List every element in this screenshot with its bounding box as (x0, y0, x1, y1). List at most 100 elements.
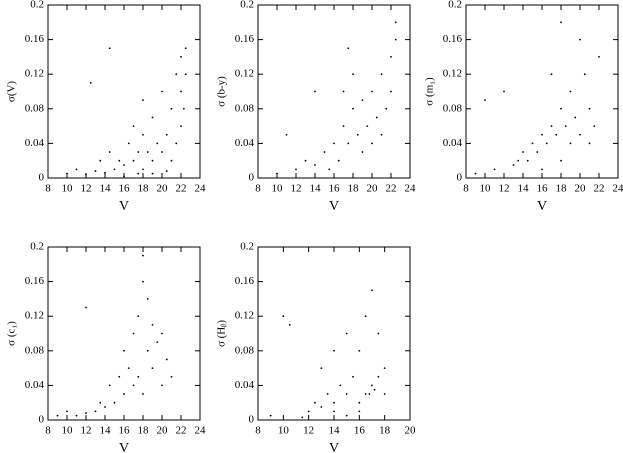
point (161, 384, 163, 387)
point (361, 99, 364, 102)
point (288, 323, 291, 326)
y-tick-label: 0.2 (448, 0, 462, 11)
point (184, 73, 187, 76)
point (142, 280, 144, 283)
point (352, 107, 354, 110)
point (512, 164, 515, 166)
y-tick-label: 0.04 (443, 137, 463, 149)
point (85, 173, 87, 176)
point (123, 349, 125, 352)
point (390, 90, 392, 93)
point (170, 107, 173, 110)
point (314, 90, 316, 93)
point (146, 151, 149, 153)
x-axis-label: V (537, 199, 547, 214)
point (583, 73, 586, 76)
x-tick-label: 8 (45, 425, 51, 437)
point (358, 410, 361, 413)
y-tick-label: 0.04 (235, 137, 255, 149)
point (108, 47, 111, 50)
y-axis-label: σ(V) (6, 81, 18, 103)
point (526, 159, 529, 162)
point (123, 175, 125, 178)
y-axis-label: σ (m₁) (424, 77, 436, 106)
x-tick-label: 18 (348, 183, 360, 195)
point (536, 151, 539, 153)
y-tick-label: 0 (457, 172, 463, 184)
y-tick-label: 0.08 (235, 344, 255, 356)
point (385, 107, 388, 110)
point (180, 125, 182, 127)
point (175, 142, 178, 145)
point (285, 133, 288, 136)
y-tick-label: 0.08 (443, 102, 463, 114)
point (358, 349, 361, 352)
point (383, 393, 386, 395)
point (94, 170, 97, 172)
x-tick-label: 18 (138, 183, 150, 195)
point (295, 168, 297, 171)
point (560, 21, 562, 24)
y-tick-label: 0.16 (235, 275, 255, 287)
plot-frame (257, 246, 411, 421)
point (137, 151, 140, 153)
point (356, 133, 359, 136)
point (104, 171, 106, 174)
point (598, 56, 600, 58)
y-tick-label: 0.12 (25, 310, 44, 322)
point (184, 47, 187, 50)
x-tick-label: 22 (386, 183, 397, 195)
point (151, 323, 154, 326)
point (394, 38, 397, 41)
y-tick-label: 0.16 (25, 33, 45, 45)
x-tick-label: 22 (594, 183, 605, 195)
point (304, 159, 307, 162)
point (347, 47, 350, 50)
x-tick-label: 18 (556, 183, 568, 195)
point (175, 73, 178, 76)
point (560, 159, 562, 162)
x-tick-label: 14 (518, 183, 530, 195)
point (282, 315, 285, 318)
point (85, 412, 87, 414)
y-axis-label: σ (c₁) (6, 321, 18, 346)
point (170, 159, 173, 162)
point (132, 384, 135, 387)
x-tick-label: 8 (45, 183, 51, 195)
point (307, 410, 310, 413)
point (323, 151, 326, 153)
point (132, 332, 135, 335)
point (361, 151, 364, 153)
point (108, 384, 111, 387)
point (89, 81, 92, 84)
x-tick-label: 10 (480, 183, 492, 195)
y-tick-label: 0.16 (25, 275, 45, 287)
point (358, 401, 361, 404)
point (137, 315, 140, 318)
x-axis-label: V (119, 199, 129, 214)
plot-frame (465, 4, 619, 179)
y-tick-label: 0 (39, 414, 45, 426)
y-tick-label: 0 (249, 414, 255, 426)
point (151, 116, 154, 119)
point (531, 142, 534, 145)
point (345, 414, 348, 417)
point (380, 133, 383, 136)
point (108, 151, 111, 153)
point (333, 410, 335, 413)
point (493, 168, 496, 171)
x-tick-label: 10 (62, 425, 74, 437)
y-tick-label: 0.2 (30, 241, 44, 253)
x-tick-label: 16 (354, 425, 366, 437)
point (99, 401, 102, 404)
x-axis-label: V (119, 441, 129, 453)
point (364, 315, 367, 318)
x-tick-label: 8 (255, 183, 261, 195)
point (555, 133, 558, 136)
x-tick-label: 20 (157, 183, 169, 195)
y-tick-label: 0.12 (25, 68, 44, 80)
point (132, 125, 135, 127)
point (94, 410, 97, 413)
